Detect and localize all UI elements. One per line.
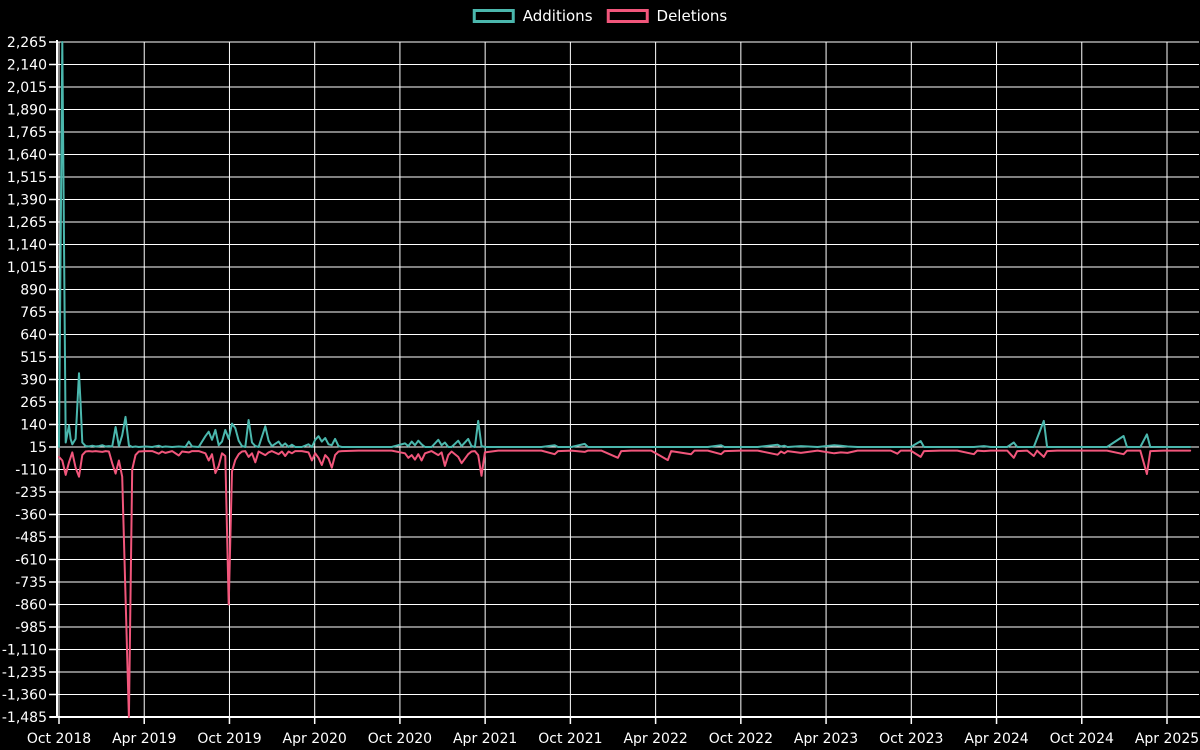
y-tick-label: 2,015 (7, 80, 47, 96)
additions-legend-label: Additions (522, 7, 593, 25)
y-tick-label: -1,360 (2, 688, 47, 704)
y-tick-label: 890 (20, 283, 47, 299)
y-tick-label: -360 (15, 508, 47, 524)
x-tick-label: Apr 2019 (112, 731, 176, 747)
x-tick-label: Apr 2025 (1135, 731, 1199, 747)
y-tick-label: 1,140 (7, 238, 47, 254)
y-tick-label: 2,140 (7, 58, 47, 74)
y-tick-label: 1,765 (7, 125, 47, 141)
y-tick-label: 1,390 (7, 193, 47, 209)
y-tick-label: 265 (20, 395, 47, 411)
y-tick-label: 140 (20, 418, 47, 434)
y-tick-label: 2,265 (7, 35, 47, 51)
y-tick-label: -985 (15, 620, 47, 636)
x-tick-label: Oct 2020 (368, 731, 432, 747)
chart-legend: Additions Deletions (472, 6, 728, 26)
y-tick-label: 15 (29, 440, 47, 456)
y-tick-label: 1,515 (7, 170, 47, 186)
y-tick-label: -1,485 (2, 710, 47, 726)
x-tick-label: Oct 2024 (1050, 731, 1114, 747)
y-tick-label: -1,235 (2, 665, 47, 681)
additions-line (58, 41, 1192, 448)
x-tick-label: Apr 2021 (453, 731, 517, 747)
y-tick-label: -735 (15, 575, 47, 591)
x-tick-label: Apr 2023 (794, 731, 858, 747)
y-tick-label: -610 (15, 553, 47, 569)
y-tick-label: -860 (15, 598, 47, 614)
y-tick-label: -235 (15, 485, 47, 501)
deletions-swatch-icon (606, 9, 649, 23)
x-tick-label: Oct 2019 (197, 731, 261, 747)
x-tick-label: Oct 2022 (709, 731, 773, 747)
x-tick-label: Oct 2018 (27, 731, 91, 747)
y-tick-label: 390 (20, 373, 47, 389)
x-tick-label: Apr 2022 (623, 731, 687, 747)
x-tick-label: Apr 2020 (283, 731, 347, 747)
x-tick-label: Apr 2024 (964, 731, 1028, 747)
legend-item-additions[interactable]: Additions (472, 6, 593, 26)
additions-swatch-icon (472, 9, 515, 23)
y-tick-label: 515 (20, 350, 47, 366)
y-tick-label: -485 (15, 530, 47, 546)
y-tick-label: 1,265 (7, 215, 47, 231)
deletions-line (58, 449, 1192, 718)
y-tick-label: 765 (20, 305, 47, 321)
x-tick-label: Oct 2021 (538, 731, 602, 747)
y-tick-label: -1,110 (2, 643, 47, 659)
y-tick-label: 1,640 (7, 148, 47, 164)
y-tick-label: 640 (20, 328, 47, 344)
y-tick-label: 1,015 (7, 260, 47, 276)
legend-item-deletions[interactable]: Deletions (606, 6, 728, 26)
y-tick-label: 1,890 (7, 103, 47, 119)
x-tick-label: Oct 2023 (879, 731, 943, 747)
deletions-legend-label: Deletions (656, 7, 728, 25)
y-tick-label: -110 (15, 463, 47, 479)
